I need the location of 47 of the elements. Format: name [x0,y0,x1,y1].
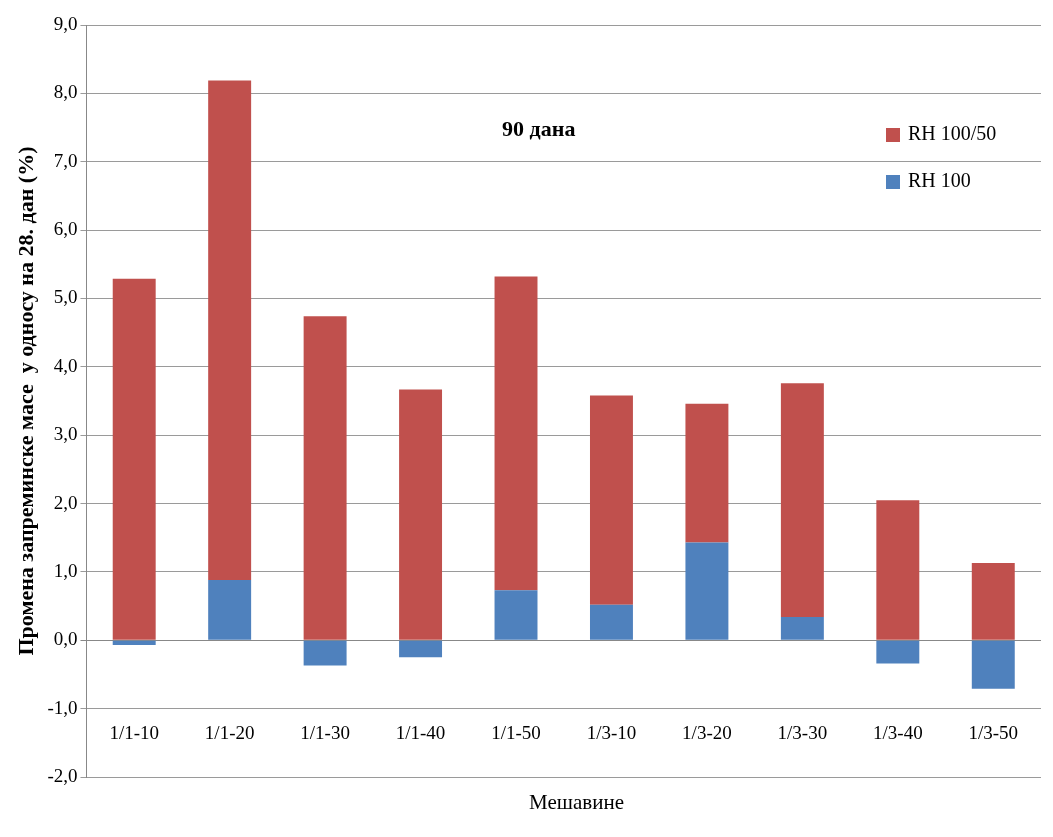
x-tick-label: 1/3-30 [777,722,828,744]
bar [589,395,633,605]
x-tick-label: 1/1-40 [395,722,446,744]
legend-label: RH 100/50 [908,122,997,145]
y-tick-label: 2,0 [53,491,78,513]
bar [876,500,920,640]
y-tick-label: 5,0 [53,286,78,308]
y-tick-label: -1,0 [47,696,78,718]
bar [494,590,538,640]
y-tick-label: 3,0 [53,423,78,445]
bar [971,640,1015,689]
bar [780,617,824,640]
x-axis-title: Мешавине [528,790,625,815]
x-tick-label: 1/3-10 [586,722,637,744]
bar [399,389,443,640]
y-tick-label: 4,0 [53,354,78,376]
x-tick-label: 1/1-50 [491,722,541,744]
bar [112,640,156,646]
bar [589,604,633,640]
bar [780,383,824,618]
y-tick-label: 7,0 [53,149,78,171]
y-tick-label: -2,0 [47,764,78,786]
x-tick-label: 1/3-40 [873,722,923,744]
text: 90 дана [502,115,576,141]
bar [303,640,347,666]
legend-label: RH 100 [908,169,971,192]
y-tick-label: 6,0 [53,218,78,240]
y-axis-title: Промена запреминске масе у односу на 28. дан (%) [12,146,38,656]
y-tick-label: 9,0 [53,12,78,34]
bar [685,403,729,543]
y-tick-label: 0,0 [53,628,78,650]
bar [303,316,347,640]
bar [685,542,729,640]
y-tick-label: 1,0 [53,559,78,581]
bar [208,580,252,640]
bar [876,640,920,664]
x-tick-label: 1/3-20 [682,722,732,744]
y-tick-label: 8,0 [53,81,78,103]
bar [494,276,538,591]
x-tick-label: 1/1-10 [109,722,160,744]
bar [208,80,252,581]
bar [971,563,1015,640]
x-tick-label: 1/3-50 [968,722,1019,744]
bar [399,640,443,658]
bar [112,278,156,640]
x-tick-label: 1/1-30 [300,722,350,744]
x-tick-label: 1/1-20 [204,722,255,744]
